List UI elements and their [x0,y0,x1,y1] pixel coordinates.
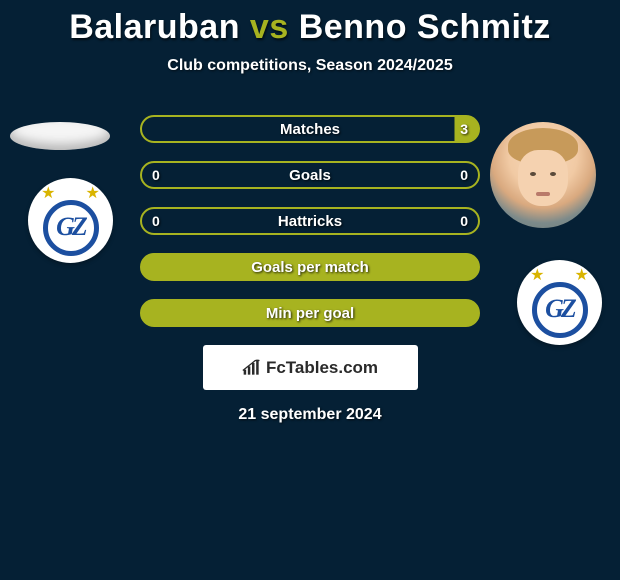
star-icon: ★ [86,186,100,202]
stat-label: Min per goal [266,305,354,322]
stat-label: Hattricks [278,213,342,230]
badge-letters: GZ [56,212,85,242]
stat-label: Goals [289,167,331,184]
stat-row-goals-per-match: Goals per match [140,253,480,281]
player2-club-badge: ★ ★ GZ [517,260,602,345]
star-icon: ★ [530,268,544,284]
stat-left-value: 0 [152,167,160,183]
vs-word: vs [250,8,289,46]
star-icon: ★ [41,186,55,202]
stat-label: Matches [280,121,340,138]
stat-row-goals: 0 Goals 0 [140,161,480,189]
star-icon: ★ [575,268,589,284]
date-label: 21 september 2024 [0,406,620,424]
badge-ring: GZ [532,282,588,338]
subtitle: Club competitions, Season 2024/2025 [0,57,620,75]
stat-right-value: 0 [460,213,468,229]
comparison-title: Balaruban vs Benno Schmitz [0,0,620,47]
player1-club-badge: ★ ★ GZ [28,178,113,263]
stat-right-value: 0 [460,167,468,183]
avatar-mouth [536,192,550,196]
stats-container: Matches 3 0 Goals 0 0 Hattricks 0 Goals … [140,115,480,327]
stat-right-value: 3 [460,121,468,137]
player1-avatar-placeholder [10,122,110,150]
branding-box[interactable]: FcTables.com [203,345,418,390]
badge-letters: GZ [545,294,574,324]
badge-ring: GZ [43,200,99,256]
player2-avatar [490,122,596,228]
stat-row-matches: Matches 3 [140,115,480,143]
stat-row-hattricks: 0 Hattricks 0 [140,207,480,235]
avatar-face [518,150,568,206]
player2-name: Benno Schmitz [299,8,551,46]
stat-left-value: 0 [152,213,160,229]
branding-text: FcTables.com [266,358,378,378]
stat-label: Goals per match [251,259,369,276]
bar-chart-icon [242,359,262,377]
stat-row-min-per-goal: Min per goal [140,299,480,327]
player1-name: Balaruban [69,8,240,46]
